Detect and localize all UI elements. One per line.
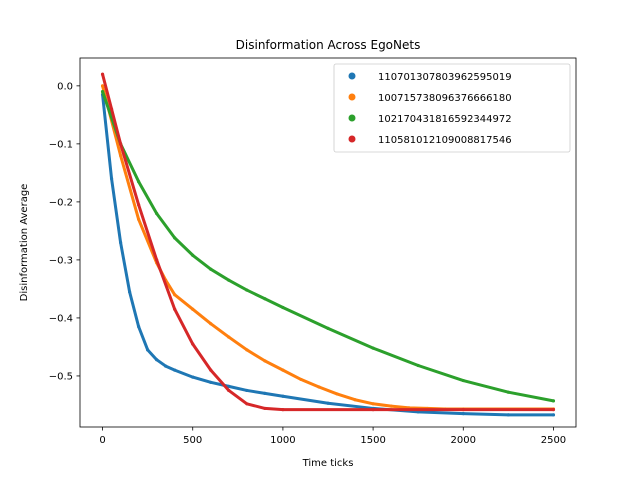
data-point: [281, 407, 285, 412]
data-point: [335, 392, 339, 396]
data-point: [155, 358, 159, 362]
data-point: [551, 399, 556, 403]
data-point: [100, 90, 105, 94]
data-point: [227, 388, 231, 393]
data-point: [137, 325, 141, 329]
data-point: [461, 407, 465, 412]
data-point: [164, 364, 168, 368]
legend-marker: [348, 114, 356, 122]
data-point: [209, 267, 213, 271]
data-point: [416, 410, 420, 414]
legend: 1107013078039625950​19 100715738096376666…: [333, 63, 571, 153]
data-point: [209, 380, 213, 384]
y-tick-label: −0.5: [49, 371, 73, 382]
data-point: [245, 348, 249, 352]
data-point: [209, 322, 213, 326]
data-point: [118, 240, 123, 245]
chart-title: Disinformation Across EgoNets: [236, 38, 421, 52]
data-point: [245, 288, 249, 292]
data-point: [326, 401, 330, 405]
legend-label: 1107013078039625950​19: [378, 72, 512, 83]
data-point: [100, 84, 105, 88]
data-point: [353, 398, 357, 402]
data-point: [263, 297, 267, 301]
x-tick-label: 2000: [451, 435, 476, 446]
data-point: [551, 413, 556, 417]
x-tick-label: 2500: [541, 435, 566, 446]
y-tick-label: 0.0: [57, 81, 73, 92]
data-point: [389, 404, 393, 408]
data-point: [137, 217, 141, 221]
data-point: [461, 412, 465, 416]
data-point: [137, 179, 141, 184]
data-point: [109, 177, 114, 181]
data-point: [191, 342, 195, 346]
data-point: [506, 413, 510, 417]
y-axis: 0.0 −0.1 −0.2 −0.3 −0.4 −0.5: [49, 81, 80, 382]
x-tick-label: 500: [183, 435, 202, 446]
data-point: [281, 305, 285, 310]
legend-label: 1105810121090088175​46: [378, 135, 512, 146]
data-point: [371, 402, 375, 406]
data-point: [191, 307, 195, 311]
data-point: [191, 375, 195, 379]
data-point: [227, 278, 231, 282]
x-tick-label: 1000: [270, 435, 295, 446]
data-point: [173, 307, 177, 311]
series-3: [100, 90, 556, 403]
data-point: [173, 293, 177, 297]
data-point: [281, 394, 285, 398]
legend-marker: [348, 72, 356, 80]
y-tick-label: −0.3: [49, 255, 73, 266]
x-axis: 0 500 1000 1500 2000 2500: [99, 427, 566, 446]
data-point: [100, 72, 105, 76]
data-point: [317, 385, 321, 389]
y-axis-label: Disinformation Average: [19, 184, 30, 302]
legend-label: 1007157380963766661​80: [378, 93, 512, 104]
data-point: [109, 107, 114, 111]
legend-marker: [348, 135, 356, 143]
data-point: [551, 407, 556, 412]
data-point: [155, 211, 159, 216]
data-point: [227, 384, 231, 388]
plot-frame: [79, 57, 577, 428]
series-4: [100, 72, 556, 412]
data-point: [263, 391, 267, 395]
data-point: [191, 253, 195, 257]
data-point: [146, 348, 150, 352]
y-tick-label: −0.1: [49, 139, 73, 150]
data-point: [245, 402, 249, 406]
data-point: [371, 346, 375, 350]
data-point: [263, 406, 267, 411]
data-point: [173, 236, 177, 240]
data-point: [263, 359, 267, 363]
data-point: [299, 377, 303, 382]
data-point: [118, 142, 123, 146]
y-tick-label: −0.2: [49, 197, 73, 208]
legend-box: [333, 63, 571, 153]
data-point: [371, 407, 375, 412]
data-point: [173, 368, 177, 372]
data-point: [128, 290, 132, 294]
data-point: [416, 363, 420, 368]
data-point: [506, 390, 510, 394]
x-axis-label: Time ticks: [302, 458, 354, 469]
y-tick-label: −0.4: [49, 313, 73, 324]
data-point: [155, 258, 159, 262]
data-point: [326, 326, 330, 330]
data-point: [137, 203, 141, 207]
legend-label: 1021704318165923449​72: [378, 114, 512, 125]
data-point: [281, 368, 285, 372]
legend-marker: [348, 93, 356, 101]
data-point: [245, 388, 249, 393]
x-tick-label: 0: [99, 435, 105, 446]
data-point: [461, 378, 465, 383]
data-point: [118, 153, 123, 158]
x-tick-label: 1500: [360, 435, 385, 446]
plot-area: [100, 72, 556, 417]
data-point: [209, 368, 213, 372]
data-point: [227, 335, 231, 339]
